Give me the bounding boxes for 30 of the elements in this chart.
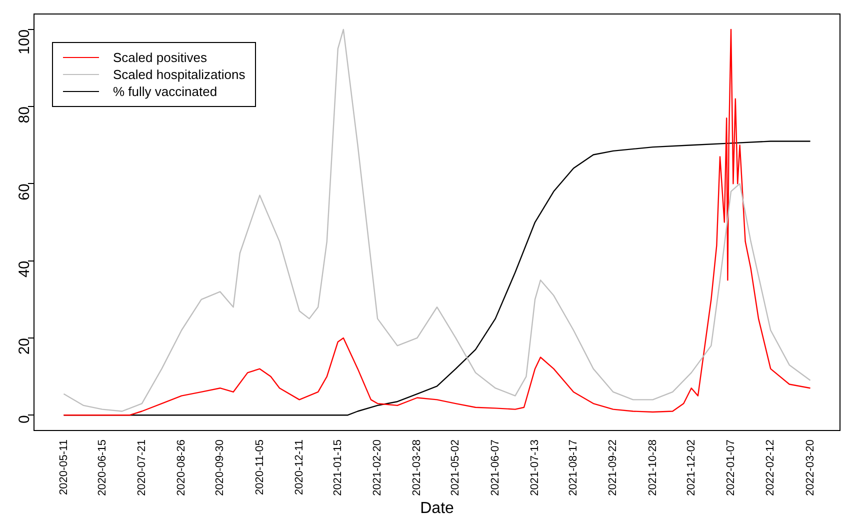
x-tick-label: 2022-03-20 [804, 440, 816, 496]
x-tick-label: 2021-01-15 [332, 440, 344, 496]
y-tick-label: 60 [16, 184, 34, 200]
x-tick-label: 2021-10-28 [646, 440, 659, 496]
x-tick-label: 2020-05-11 [58, 440, 70, 495]
x-axis-title: Date [420, 500, 454, 517]
x-tick-label: 2022-02-12 [764, 440, 777, 496]
x-tick-label: 2020-09-30 [214, 440, 226, 496]
y-tick-label: 100 [16, 29, 34, 54]
x-tick-label: 2021-06-07 [489, 440, 502, 496]
x-tick-label: 2021-03-28 [411, 440, 424, 496]
x-tick-label: 2020-06-15 [96, 440, 108, 496]
y-tick-label: 0 [16, 415, 34, 424]
x-tick-label: 2021-07-13 [529, 440, 542, 496]
x-tick-label: 2021-08-17 [568, 440, 580, 496]
x-tick-label: 2020-12-11 [293, 440, 306, 495]
y-tick-label: 80 [16, 106, 34, 124]
x-tick-label: 2021-12-02 [685, 440, 698, 496]
x-tick-label: 2021-09-22 [607, 440, 620, 496]
y-tick-label: 40 [16, 260, 34, 278]
x-tick-label: 2020-08-26 [176, 440, 188, 496]
x-tick-label: 2022-01-07 [725, 440, 738, 496]
x-tick-label: 2020-11-05 [254, 440, 266, 495]
y-tick-label: 20 [16, 338, 34, 355]
x-tick-label: 2021-05-02 [450, 440, 462, 496]
legend-label: Scaled hospitalizations [113, 66, 246, 83]
x-tick-label: 2021-02-20 [372, 440, 384, 496]
legend-label: Scaled positives [113, 49, 207, 66]
legend-label: % fully vaccinated [113, 83, 218, 100]
x-tick-label: 2020-07-21 [136, 440, 148, 496]
